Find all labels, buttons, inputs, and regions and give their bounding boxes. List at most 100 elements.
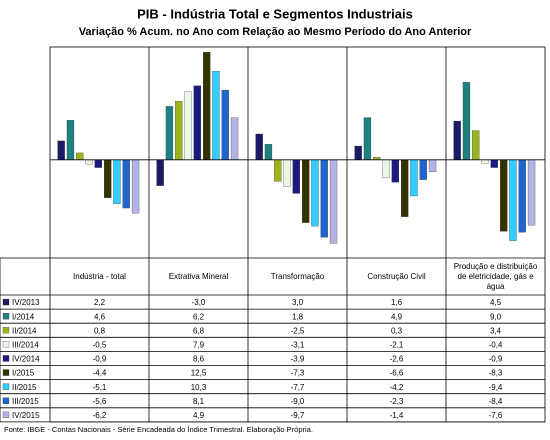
table-value: -7,7: [291, 383, 305, 392]
legend-swatch: [2, 298, 10, 306]
legend-swatch: [2, 383, 10, 390]
legend-label: III/2014: [12, 340, 39, 349]
table-value: 10,3: [191, 383, 207, 392]
bar: [472, 130, 480, 160]
bar: [175, 101, 183, 160]
bar: [202, 52, 211, 160]
table-value: -4,2: [390, 383, 404, 392]
bar: [490, 159, 499, 168]
bar: [382, 159, 390, 179]
legend-swatch: [2, 355, 10, 362]
bar: [76, 152, 84, 160]
bar: [301, 159, 310, 223]
table-value: -8,4: [489, 397, 503, 406]
table-value: 2,2: [94, 298, 106, 307]
table-value: -0,5: [93, 340, 107, 349]
table-value: 3,0: [292, 298, 304, 307]
bar: [184, 91, 192, 160]
table-value: 4,9: [193, 411, 205, 420]
table-value: 6,8: [193, 326, 205, 335]
bar: [292, 159, 301, 194]
bar: [66, 120, 75, 160]
table-value: -5,6: [93, 397, 107, 406]
bar: [104, 159, 112, 198]
bar: [122, 159, 130, 209]
table-value: -7,6: [489, 411, 503, 420]
table-value: -7,3: [291, 369, 305, 378]
bar: [391, 159, 400, 183]
legend-label: III/2015: [12, 397, 39, 406]
legend-swatch: [2, 397, 10, 404]
bar: [329, 159, 338, 244]
bar: [410, 159, 418, 197]
bar: [400, 159, 409, 217]
bar: [113, 159, 121, 204]
bar: [518, 159, 526, 233]
bar: [193, 85, 202, 160]
bar: [221, 89, 229, 160]
bar: [509, 159, 517, 241]
legend-swatch: [2, 411, 10, 419]
table-value: -5,1: [93, 383, 107, 392]
table-value: -2,3: [390, 397, 404, 406]
bar: [131, 159, 140, 214]
table-value: -6,6: [390, 369, 404, 378]
bar: [255, 133, 263, 160]
bar: [264, 144, 273, 160]
table-value: -4,4: [93, 369, 107, 378]
legend-label: I/2015: [12, 369, 35, 378]
table-value: 4,9: [391, 312, 403, 321]
legend-label: II/2015: [12, 383, 37, 392]
table-value: -3,1: [291, 340, 305, 349]
table-value: -8,3: [489, 369, 503, 378]
table-value: -0,4: [489, 340, 503, 349]
category-label: Extrativa Mineral: [168, 271, 229, 281]
bar: [363, 117, 372, 160]
bar: [481, 159, 489, 164]
table-value: 3,4: [490, 326, 502, 335]
table-value: -9,4: [489, 383, 503, 392]
bar: [274, 159, 282, 182]
chart-title: PIB - Indústria Total e Segmentos Indust…: [137, 6, 413, 21]
table-value: 0,8: [94, 326, 106, 335]
bar: [94, 159, 102, 168]
table-value: 6,2: [193, 312, 205, 321]
bar: [453, 120, 461, 160]
legend-swatch: [2, 327, 10, 334]
table-value: -2,6: [390, 355, 404, 364]
table-value: -2,5: [291, 326, 305, 335]
table-value: 7,9: [193, 340, 205, 349]
category-label: Indústria - total: [73, 271, 126, 281]
chart-subtitle: Variação % Acum. no Ano com Relação ao M…: [79, 26, 472, 38]
bar: [283, 159, 291, 187]
legend-swatch: [2, 341, 10, 348]
bar: [165, 106, 174, 160]
bar: [230, 117, 239, 160]
table-value: -6,2: [93, 411, 107, 420]
footnote: Fonte: IBGE - Contas Nacionais - Série E…: [4, 425, 313, 434]
table-value: -2,1: [390, 340, 404, 349]
legend-label: IV/2013: [12, 298, 40, 307]
table-value: 8,6: [193, 355, 205, 364]
table-value: -3,9: [291, 355, 305, 364]
table-value: -0,9: [93, 355, 107, 364]
table-value: 4,6: [94, 312, 106, 321]
table-value: 12,5: [191, 369, 207, 378]
bar: [499, 159, 508, 232]
bar: [212, 70, 220, 160]
category-label: Produção e distribuição de eletricidade,…: [453, 261, 538, 291]
bar: [462, 82, 471, 160]
table-value: 4,5: [490, 298, 502, 307]
table-value: -3,0: [192, 298, 206, 307]
legend-swatch: [2, 369, 10, 376]
table-value: -1,4: [390, 411, 404, 420]
table-value: -9,0: [291, 397, 305, 406]
legend-label: II/2014: [12, 326, 37, 335]
table-value: 1,8: [292, 312, 304, 321]
table-value: 0,3: [391, 326, 403, 335]
bar: [527, 159, 536, 226]
bar: [156, 159, 164, 186]
table-value: -0,9: [489, 355, 503, 364]
